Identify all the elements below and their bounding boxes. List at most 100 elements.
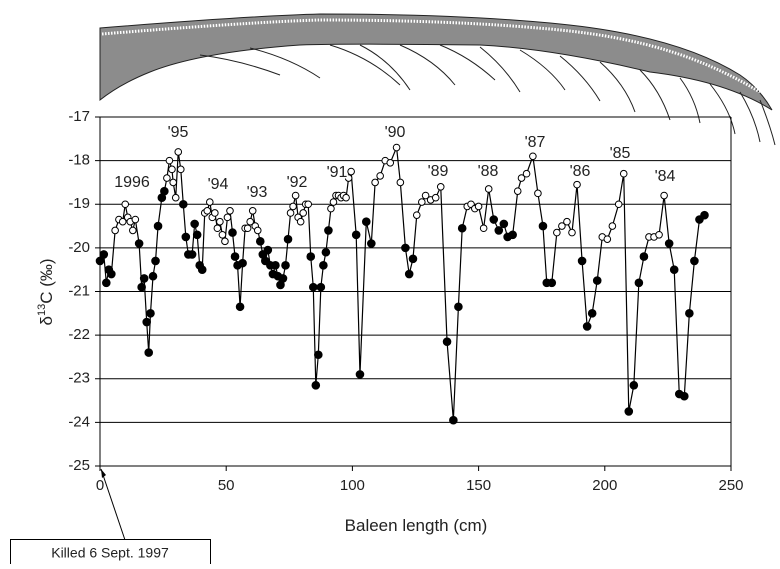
point-open — [221, 237, 229, 246]
point-open — [392, 143, 401, 152]
point-open — [479, 224, 488, 233]
y-tick-label: -22 — [68, 326, 90, 343]
point-filled — [283, 234, 293, 244]
point-open — [223, 213, 232, 222]
x-axis-label: Baleen length (cm) — [345, 516, 488, 535]
point-filled — [153, 221, 163, 231]
point-open — [608, 222, 617, 230]
point-open — [342, 193, 350, 202]
year-annotation: '95 — [168, 124, 189, 141]
point-open — [553, 228, 561, 237]
point-open — [614, 200, 623, 209]
point-open — [474, 202, 483, 211]
point-filled — [308, 282, 318, 292]
point-open — [619, 169, 628, 178]
x-tick-label: 50 — [218, 477, 235, 494]
point-filled — [664, 239, 674, 248]
point-filled — [95, 256, 105, 266]
x-tick-label: 250 — [718, 477, 743, 494]
point-open — [513, 187, 522, 195]
point-open — [168, 165, 176, 174]
point-filled — [192, 230, 202, 240]
point-filled — [324, 226, 333, 235]
point-open — [216, 217, 224, 226]
point-filled — [457, 223, 467, 233]
note-text: Killed 6 Sept. 1997 — [51, 545, 169, 561]
point-open — [176, 165, 185, 174]
point-open — [655, 230, 663, 239]
y-tick-label: -17 — [68, 108, 90, 125]
year-annotation: '94 — [208, 176, 229, 193]
point-filled — [680, 391, 689, 401]
point-filled — [228, 228, 237, 237]
point-filled — [151, 256, 160, 266]
point-open — [174, 148, 183, 156]
point-open — [211, 209, 219, 217]
point-filled — [178, 199, 188, 209]
y-axis-label-prefix: δ — [37, 316, 56, 325]
x-tick-label: 150 — [466, 477, 491, 494]
point-open — [327, 204, 335, 213]
point-open — [111, 226, 119, 235]
plot-area: -25 -24 -23 -22 -21 -20 -19 -18 -17 0 50 100 150 200 2… — [68, 108, 743, 494]
point-filled — [134, 239, 144, 248]
point-filled — [235, 302, 245, 312]
point-filled — [449, 415, 458, 425]
year-annotation: '84 — [655, 168, 676, 185]
point-filled — [361, 217, 371, 226]
point-filled — [281, 261, 290, 270]
point-filled — [230, 252, 240, 261]
x-tick-label: 200 — [592, 477, 617, 494]
y-tick-label: -18 — [68, 152, 90, 169]
point-open — [291, 191, 300, 200]
point-open — [371, 178, 379, 187]
point-open — [171, 193, 180, 202]
point-filled — [139, 274, 149, 283]
point-filled — [99, 250, 109, 259]
point-filled — [190, 219, 199, 229]
point-open — [296, 217, 305, 226]
point-filled — [306, 252, 316, 261]
point-filled — [639, 252, 649, 261]
year-annotation: '92 — [287, 174, 308, 191]
y-tick-label: -23 — [68, 370, 90, 387]
point-open — [165, 156, 174, 165]
baleen-illustration — [99, 13, 776, 146]
point-open — [131, 215, 140, 224]
point-open — [253, 226, 262, 235]
point-filled — [454, 302, 463, 312]
point-filled — [314, 350, 323, 360]
year-annotation: '93 — [247, 184, 268, 201]
point-open — [213, 224, 222, 233]
point-open — [121, 200, 130, 209]
point-filled — [271, 261, 280, 270]
point-filled — [148, 271, 158, 281]
point-open — [299, 209, 307, 217]
year-annotation: 1996 — [114, 174, 150, 191]
point-open — [163, 174, 171, 182]
y-axis-label: δ13C (‰) — [36, 258, 56, 325]
point-filled — [107, 269, 116, 279]
point-open — [522, 169, 531, 178]
point-open — [118, 217, 127, 226]
point-filled — [442, 337, 452, 346]
x-tick-label: 0 — [96, 477, 104, 494]
point-filled — [685, 309, 694, 318]
year-annotation: '91 — [327, 164, 348, 181]
y-axis-label-sup: 13 — [36, 304, 48, 316]
point-filled — [197, 265, 207, 274]
point-open — [129, 226, 137, 235]
point-filled — [137, 282, 146, 292]
point-open — [226, 206, 234, 215]
year-annotation: '90 — [385, 124, 406, 141]
point-filled — [629, 380, 639, 390]
point-open — [529, 152, 537, 161]
point-filled — [690, 256, 699, 266]
point-filled — [311, 380, 321, 390]
year-annotation: '87 — [525, 134, 546, 151]
point-filled — [499, 219, 509, 229]
point-filled — [669, 265, 679, 274]
point-filled — [624, 407, 634, 416]
point-open — [289, 202, 297, 211]
y-tick-label: -24 — [68, 413, 90, 430]
